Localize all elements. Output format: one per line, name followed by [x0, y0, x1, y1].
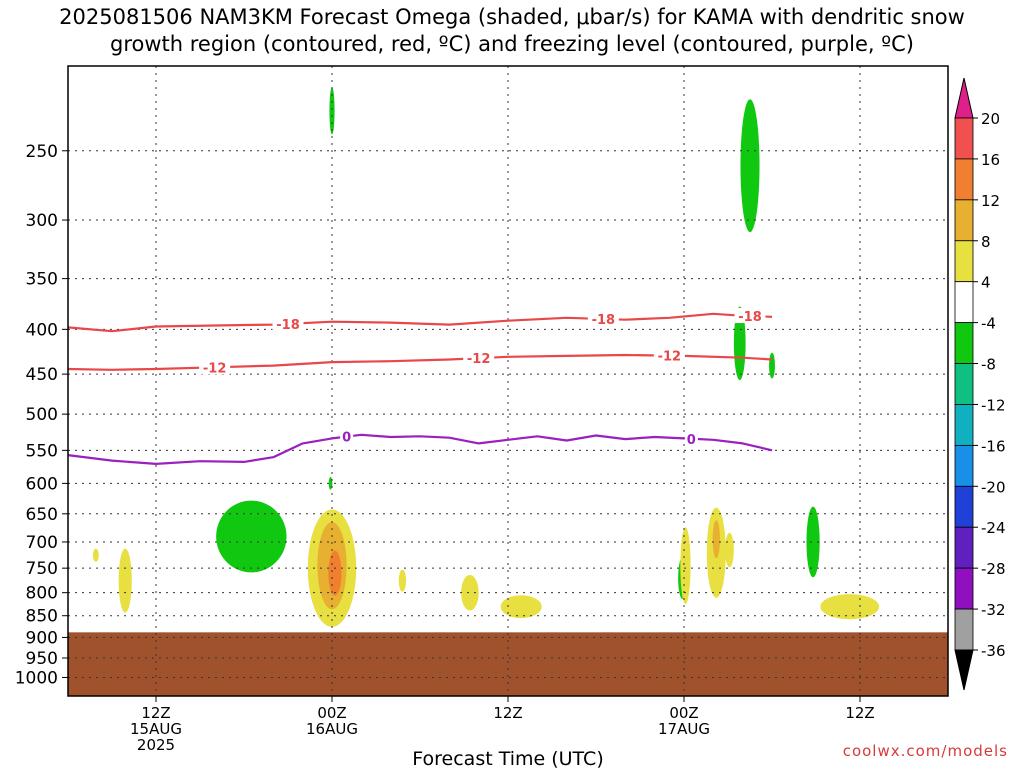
omega-region-14 — [461, 574, 479, 611]
below-ground-fill — [68, 632, 948, 696]
y-tick-label-900: 900 — [26, 628, 58, 648]
contour-label-bg-0-1 — [587, 310, 619, 326]
colorbar-label-7: -12 — [981, 396, 1006, 414]
colorbar-swatch-9 — [954, 485, 974, 528]
contour-label-bg-0-2 — [734, 308, 766, 324]
colorbar-swatch-3 — [954, 240, 974, 283]
x-tick-label-4: 12Z — [845, 704, 874, 722]
contour-label-0-1: -18 — [592, 313, 616, 328]
x-tick-label-2: 12Z — [493, 704, 522, 722]
contour-label-bg-2-0 — [340, 428, 354, 444]
colorbar-label-2: 12 — [981, 192, 1000, 210]
contour-line-0 — [67, 433, 773, 465]
colorbar-swatch-4 — [954, 281, 974, 324]
colorbar-swatch-2 — [954, 199, 974, 242]
contour-label-1-0: -12 — [203, 361, 227, 376]
contour-label-bg-0-0 — [272, 315, 304, 331]
chart-title-line-1: 2025081506 NAM3KM Forecast Omega (shaded… — [59, 5, 965, 29]
y-tick-label-700: 700 — [26, 533, 58, 553]
colorbar-swatch-10 — [954, 526, 974, 569]
omega-region-2 — [216, 500, 287, 573]
plot-frame — [67, 65, 949, 697]
omega-region-4 — [733, 306, 746, 381]
contour-label-bg-2-1 — [684, 430, 698, 446]
y-tick-label-800: 800 — [26, 584, 58, 604]
y-tick-label-500: 500 — [26, 405, 58, 425]
colorbar-label-13: -36 — [981, 642, 1006, 660]
chart-title-line-2: growth region (contoured, red, ºC) and f… — [110, 32, 914, 56]
y-tick-label-950: 950 — [26, 649, 58, 669]
omega-region-12 — [328, 550, 342, 596]
x-tick-date-0: 15AUG — [130, 720, 182, 738]
contour-label-bg-1-2 — [653, 347, 685, 363]
contour-label-0-0: -18 — [276, 318, 300, 333]
omega-shading-group — [92, 87, 880, 627]
colorbar-label-8: -16 — [981, 437, 1006, 455]
x-tick-date-3: 17AUG — [658, 720, 710, 738]
colorbar-label-9: -20 — [981, 478, 1006, 496]
y-tick-label-850: 850 — [26, 607, 58, 627]
x-tick-year-0: 2025 — [137, 736, 175, 754]
omega-region-18 — [712, 520, 720, 559]
colorbar-swatch-0 — [954, 117, 974, 160]
contour-label-1-1: -12 — [467, 352, 491, 367]
colorbar-label-12: -32 — [981, 601, 1006, 619]
x-tick-date-1: 16AUG — [306, 720, 358, 738]
colorbar-swatch-6 — [954, 363, 974, 405]
colorbar-label-0: 20 — [981, 110, 1000, 128]
colorbar-top-arrow — [954, 77, 974, 119]
omega-region-1 — [328, 477, 333, 490]
y-tick-label-350: 350 — [26, 270, 58, 290]
y-tick-label-550: 550 — [26, 441, 58, 461]
y-tick-label-1000: 1000 — [15, 668, 58, 688]
x-axis-title: Forecast Time (UTC) — [412, 748, 603, 768]
colorbar-label-11: -28 — [981, 560, 1006, 578]
colorbar-label-3: 8 — [981, 233, 991, 251]
contour-label-0-2: -18 — [738, 310, 762, 325]
colorbar-label-5: -4 — [981, 315, 996, 333]
colorbar-swatch-11 — [954, 567, 974, 610]
contour-label-2-0: 0 — [342, 431, 351, 446]
y-tick-label-600: 600 — [26, 474, 58, 494]
omega-region-13 — [398, 569, 407, 592]
y-tick-label-450: 450 — [26, 365, 58, 385]
watermark-link[interactable]: coolwx.com/models — [842, 742, 1008, 760]
y-tick-label-250: 250 — [26, 142, 58, 162]
colorbar-bottom-arrow — [954, 649, 974, 691]
colorbar-label-6: -8 — [981, 356, 996, 374]
colorbar-swatch-8 — [954, 444, 974, 487]
x-tick-label-1: 00Z — [317, 704, 346, 722]
y-tick-label-650: 650 — [26, 505, 58, 525]
grid-group — [62, 66, 948, 702]
omega-region-19 — [725, 532, 734, 568]
colorbar-swatch-1 — [954, 158, 974, 201]
contour-label-bg-1-1 — [463, 350, 495, 366]
colorbar-label-10: -24 — [981, 519, 1006, 537]
omega-region-8 — [92, 548, 99, 562]
colorbar-swatch-12 — [954, 608, 974, 651]
omega-region-7 — [806, 506, 820, 578]
omega-region-9 — [118, 548, 132, 613]
x-tick-label-0: 12Z — [141, 704, 170, 722]
omega-region-20 — [820, 594, 880, 620]
y-tick-label-750: 750 — [26, 559, 58, 579]
omega-region-5 — [769, 352, 775, 379]
x-tick-label-3: 00Z — [669, 704, 698, 722]
contour-label-1-2: -12 — [658, 350, 682, 365]
contour-label-bg-1-0 — [199, 359, 231, 375]
y-tick-label-300: 300 — [26, 211, 58, 231]
omega-region-16 — [680, 527, 691, 605]
contour-line--18 — [67, 312, 773, 333]
omega-region-3 — [740, 99, 760, 233]
contour-label-2-1: 0 — [687, 433, 696, 448]
omega-region-15 — [500, 595, 542, 619]
colorbar-label-4: 4 — [981, 274, 991, 292]
colorbar-swatch-7 — [954, 404, 974, 446]
colorbar-swatch-5 — [954, 322, 974, 364]
omega-region-0 — [329, 87, 335, 135]
y-tick-label-400: 400 — [26, 320, 58, 340]
colorbar-label-1: 16 — [981, 151, 1000, 169]
